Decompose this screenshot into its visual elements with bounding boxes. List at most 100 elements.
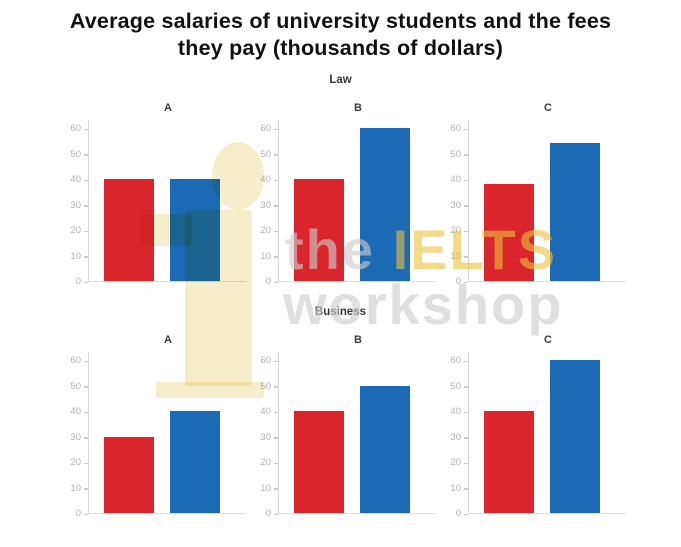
plot-area [468, 352, 626, 514]
bar-red [294, 411, 344, 513]
panel-title: A [164, 102, 172, 114]
y-tick-mark [84, 488, 88, 490]
charts-row-business: A 60 50 40 30 20 10 0 B 60 50 40 30 20 10 0 C [0, 334, 681, 519]
y-tick-label: 40 [70, 406, 81, 417]
y-tick-label: 0 [75, 276, 81, 287]
y-tick-label: 10 [450, 250, 461, 262]
y-tick-label: 0 [455, 508, 461, 519]
page-title-line1: Average salaries of university students … [69, 9, 612, 33]
y-tick-label: 40 [450, 174, 461, 185]
bar-red [294, 179, 344, 281]
watermark-word-ielts: IELTS [392, 218, 558, 281]
y-axis: 60 50 40 30 20 10 0 [248, 120, 278, 287]
y-tick-label: 10 [260, 482, 271, 494]
plot-area [278, 352, 436, 514]
y-tick-label: 30 [260, 199, 271, 211]
y-tick-mark [274, 154, 278, 156]
y-tick-label: 20 [260, 225, 271, 236]
y-axis: 60 50 40 30 20 10 0 [438, 352, 468, 519]
y-tick-label: 60 [70, 123, 81, 134]
row-title-business: Business [314, 306, 367, 318]
y-tick-mark [464, 360, 468, 362]
y-tick-mark [274, 179, 278, 181]
y-tick-label: 30 [70, 199, 81, 211]
y-tick-mark [84, 437, 88, 439]
y-tick-mark [464, 513, 468, 515]
y-tick-label: 40 [450, 406, 461, 417]
y-tick-mark [84, 205, 88, 207]
panel-title: A [164, 334, 172, 346]
y-tick-label: 30 [260, 431, 271, 443]
y-tick-label: 60 [70, 355, 81, 366]
y-tick-label: 60 [450, 355, 461, 366]
y-axis: 60 50 40 30 20 10 0 [438, 120, 468, 287]
y-tick-label: 0 [75, 508, 81, 519]
y-tick-mark [274, 205, 278, 207]
y-tick-mark [84, 179, 88, 181]
row-title-law: Law [329, 74, 352, 86]
chart-panel-business-a: A 60 50 40 30 20 10 0 [58, 334, 248, 519]
y-tick-label: 20 [70, 225, 81, 236]
watermark-logo-body [185, 210, 252, 386]
y-tick-mark [274, 488, 278, 490]
watermark-space [375, 218, 393, 281]
bar-red [484, 184, 534, 281]
y-tick-mark [84, 462, 88, 464]
watermark-text-line1: the IELTS [285, 222, 557, 278]
y-tick-mark [84, 411, 88, 413]
y-tick-label: 40 [260, 406, 271, 417]
bar-blue [360, 128, 410, 281]
y-tick-mark [274, 281, 278, 283]
y-tick-mark [464, 411, 468, 413]
y-tick-label: 10 [70, 482, 81, 494]
y-axis: 60 50 40 30 20 10 0 [248, 352, 278, 519]
y-tick-mark [464, 488, 468, 490]
y-tick-label: 50 [450, 380, 461, 392]
bar-red [104, 436, 154, 513]
y-tick-mark [274, 513, 278, 515]
y-tick-label: 20 [450, 457, 461, 468]
y-tick-mark [274, 437, 278, 439]
y-tick-label: 0 [265, 276, 271, 287]
watermark-logo-base [156, 382, 264, 398]
y-tick-mark [84, 360, 88, 362]
y-tick-mark [464, 437, 468, 439]
y-tick-label: 50 [260, 148, 271, 160]
y-tick-mark [274, 256, 278, 258]
y-tick-mark [84, 386, 88, 388]
y-tick-mark [84, 154, 88, 156]
watermark-word-workshop: workshop [283, 273, 564, 336]
y-tick-label: 20 [450, 225, 461, 236]
y-tick-label: 0 [265, 508, 271, 519]
bar-blue [550, 360, 600, 513]
y-tick-label: 10 [450, 482, 461, 494]
y-tick-mark [464, 230, 468, 232]
y-tick-label: 20 [70, 457, 81, 468]
watermark-logo-head [212, 142, 264, 210]
watermark-logo-arm [140, 214, 192, 246]
panel-title: C [544, 334, 552, 346]
y-tick-mark [464, 281, 468, 283]
y-tick-label: 0 [455, 276, 461, 287]
panel-title: B [354, 102, 362, 114]
bar-blue [550, 143, 600, 281]
bar-blue [170, 411, 220, 513]
chart-panel-business-b: B 60 50 40 30 20 10 0 [248, 334, 438, 519]
y-tick-mark [274, 230, 278, 232]
y-tick-label: 10 [70, 250, 81, 262]
y-tick-label: 60 [450, 123, 461, 134]
y-tick-mark [274, 128, 278, 130]
y-tick-label: 10 [260, 250, 271, 262]
y-tick-mark [464, 205, 468, 207]
page-title-line2: they pay (thousands of dollars) [177, 36, 504, 60]
y-axis: 60 50 40 30 20 10 0 [58, 120, 88, 287]
y-tick-label: 60 [260, 355, 271, 366]
y-tick-mark [84, 281, 88, 283]
y-axis: 60 50 40 30 20 10 0 [58, 352, 88, 519]
y-tick-label: 30 [450, 199, 461, 211]
y-tick-mark [274, 360, 278, 362]
y-tick-label: 50 [450, 148, 461, 160]
y-tick-mark [464, 179, 468, 181]
panel-title: C [544, 102, 552, 114]
